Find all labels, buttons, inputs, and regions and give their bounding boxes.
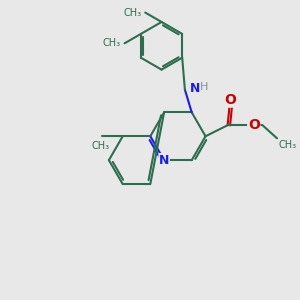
Text: CH₃: CH₃ (124, 8, 142, 17)
Text: CH₃: CH₃ (91, 142, 110, 152)
Text: N: N (190, 82, 200, 94)
Text: CH₃: CH₃ (278, 140, 297, 150)
Text: O: O (224, 93, 236, 107)
Text: O: O (248, 118, 260, 132)
Text: CH₃: CH₃ (103, 38, 121, 48)
Text: H: H (200, 82, 208, 92)
Text: N: N (159, 154, 169, 167)
